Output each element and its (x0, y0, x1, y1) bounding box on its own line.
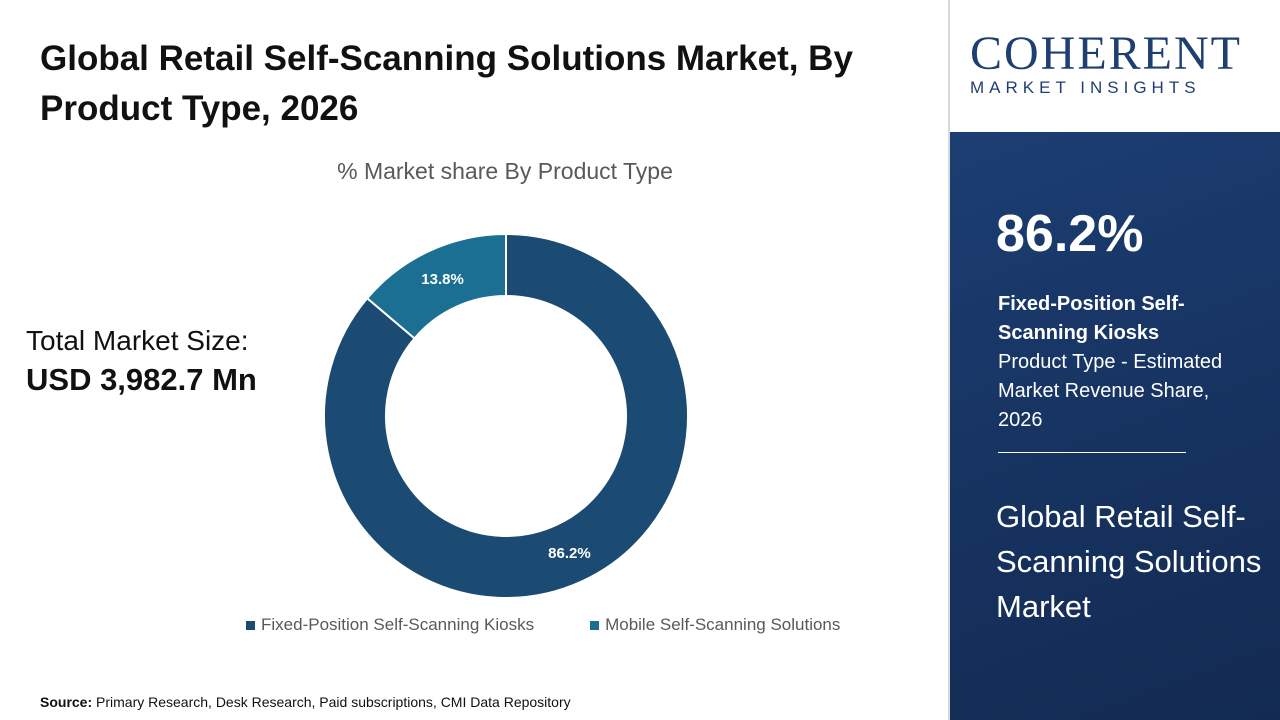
side-panel: 86.2% Fixed-Position Self-Scanning Kiosk… (950, 132, 1280, 720)
legend-item-fixed: Fixed-Position Self-Scanning Kiosks (246, 615, 534, 635)
kpi-segment: Fixed-Position Self-Scanning Kiosks (998, 293, 1185, 344)
legend-item-mobile: Mobile Self-Scanning Solutions (590, 615, 840, 635)
brand-tagline: MARKET INSIGHTS (970, 78, 1201, 97)
donut-label-1: 13.8% (421, 271, 464, 288)
legend-swatch-fixed (246, 620, 255, 630)
kpi-value: 86.2% (996, 205, 1144, 263)
legend-swatch-mobile (590, 620, 600, 630)
market-size-label: Total Market Size: (26, 325, 249, 356)
donut-label-0: 86.2% (548, 545, 591, 562)
side-divider-rule (998, 452, 1186, 453)
market-size-value: USD 3,982.7 Mn (26, 362, 257, 397)
source-text: Primary Research, Desk Research, Paid su… (96, 694, 571, 710)
page-title: Global Retail Self-Scanning Solutions Ma… (40, 39, 853, 128)
kpi-description: Fixed-Position Self-Scanning Kiosks Prod… (998, 290, 1248, 435)
legend-label-fixed: Fixed-Position Self-Scanning Kiosks (261, 615, 535, 634)
brand-name: COHERENT (970, 27, 1242, 80)
source-label: Source: (40, 694, 93, 710)
donut-slice-0 (323, 232, 689, 599)
panel-divider (948, 0, 950, 720)
side-market-name: Global Retail Self-Scanning Solutions Ma… (996, 499, 1262, 624)
market-size-block: Total Market Size: USD 3,982.7 Mn (26, 322, 296, 400)
source-note: Source: Primary Research, Desk Research,… (40, 694, 571, 710)
brand-logo: COHERENT MARKET INSIGHTS (950, 0, 1280, 132)
donut-chart: 86.2% 13.8% (323, 232, 689, 599)
legend-label-mobile: Mobile Self-Scanning Solutions (605, 615, 841, 634)
donut-slice-1 (365, 232, 507, 340)
chart-title: % Market share By Product Type (337, 158, 673, 184)
chart-legend: Fixed-Position Self-Scanning Kiosks Mobi… (246, 615, 886, 635)
main-panel: Global Retail Self-Scanning Solutions Ma… (26, 39, 886, 710)
kpi-caption: Product Type - Estimated Market Revenue … (998, 351, 1223, 431)
